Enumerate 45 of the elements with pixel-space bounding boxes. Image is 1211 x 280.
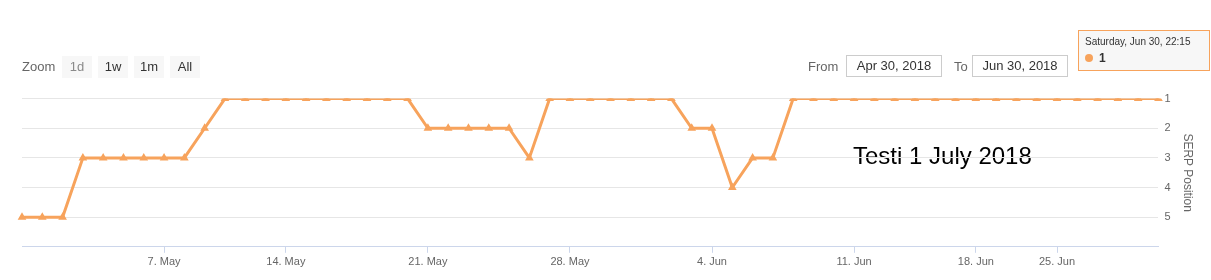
point [201, 124, 208, 131]
point [688, 124, 695, 131]
point [485, 124, 492, 131]
text: 1m [139, 59, 159, 74]
text: Zoom [22, 59, 56, 74]
text: 1d [69, 59, 85, 74]
text: To [954, 59, 968, 74]
point [444, 124, 452, 131]
text: Saturday, Jun 30, 22:15 [1085, 36, 1191, 47]
y-axis-title: SERP Position [1181, 133, 1196, 212]
x-tick-label: 4. Jun [697, 255, 727, 268]
point [39, 213, 46, 220]
point [160, 154, 168, 161]
point [708, 124, 716, 131]
point [99, 154, 107, 161]
x-tick-label: 18. Jun [957, 255, 994, 268]
point [749, 154, 756, 161]
y-tick-label: 2 [1164, 121, 1171, 134]
y-tick-label: 1 [1164, 91, 1171, 104]
point [120, 154, 127, 161]
point [18, 213, 26, 220]
text: Apr 30, 2018 [856, 58, 932, 73]
y-tick-label: 3 [1164, 150, 1171, 163]
text: Jun 30, 2018 [982, 58, 1058, 73]
text: 1 [1099, 51, 1106, 65]
point [181, 154, 188, 161]
text: From [808, 59, 839, 74]
text: 1w [104, 59, 122, 74]
y-tick-label: 4 [1164, 180, 1171, 193]
x-tick-label: 7. May [147, 255, 182, 268]
point [140, 154, 147, 161]
point [526, 154, 533, 161]
x-tick-label: 21. May [408, 255, 448, 268]
x-tick-label: 14. May [266, 255, 306, 268]
x-tick-label: 11. Jun [836, 255, 872, 268]
point [59, 213, 66, 220]
point [465, 124, 472, 131]
x-tick-label: 25. Jun [1038, 255, 1076, 268]
point [505, 124, 513, 131]
y-tick-label: 5 [1164, 210, 1171, 223]
text: All [177, 59, 193, 74]
point [769, 154, 777, 161]
x-tick-label: 28. May [550, 255, 590, 268]
point [79, 154, 87, 161]
point [424, 124, 432, 131]
